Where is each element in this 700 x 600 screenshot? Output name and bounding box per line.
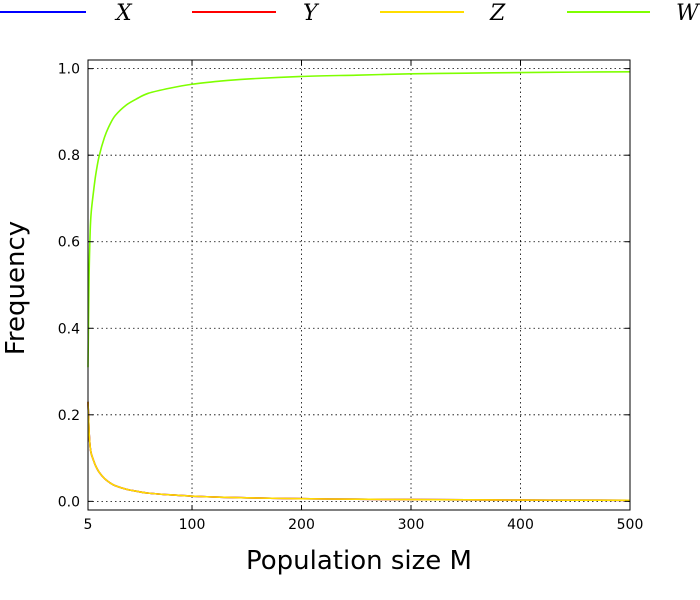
x-axis-label: Population size M (246, 546, 472, 576)
series-line-z (87, 401, 631, 502)
x-tick-label: 300 (398, 517, 425, 533)
plot-frame (87, 59, 631, 511)
x-tick-label: 200 (288, 517, 315, 533)
x-tick-label: 5 (84, 517, 93, 533)
x-tick-labels: 5 100 200 300 400 500 (84, 517, 644, 533)
x-tick-label: 400 (507, 517, 534, 533)
y-tick-label: 0.0 (58, 494, 80, 510)
grid (88, 60, 630, 510)
legend-label-x: X (114, 1, 133, 26)
y-tick-label: 0.8 (58, 148, 80, 164)
data-series (87, 70, 631, 502)
legend-label-w: W (676, 1, 700, 26)
axis-ticks (87, 60, 631, 510)
y-tick-labels: 0.0 0.2 0.4 0.6 0.8 1.0 (58, 62, 80, 511)
y-tick-label: 0.2 (58, 408, 80, 424)
x-tick-label: 500 (617, 517, 644, 533)
y-axis-label: Frequency (1, 221, 31, 355)
y-tick-label: 0.6 (58, 235, 80, 251)
series-line-w (87, 70, 631, 368)
y-tick-label: 1.0 (58, 62, 80, 78)
x-tick-label: 100 (179, 517, 206, 533)
legend-label-y: Y (303, 1, 320, 26)
y-tick-label: 0.4 (58, 321, 80, 337)
legend-label-z: Z (489, 1, 506, 26)
